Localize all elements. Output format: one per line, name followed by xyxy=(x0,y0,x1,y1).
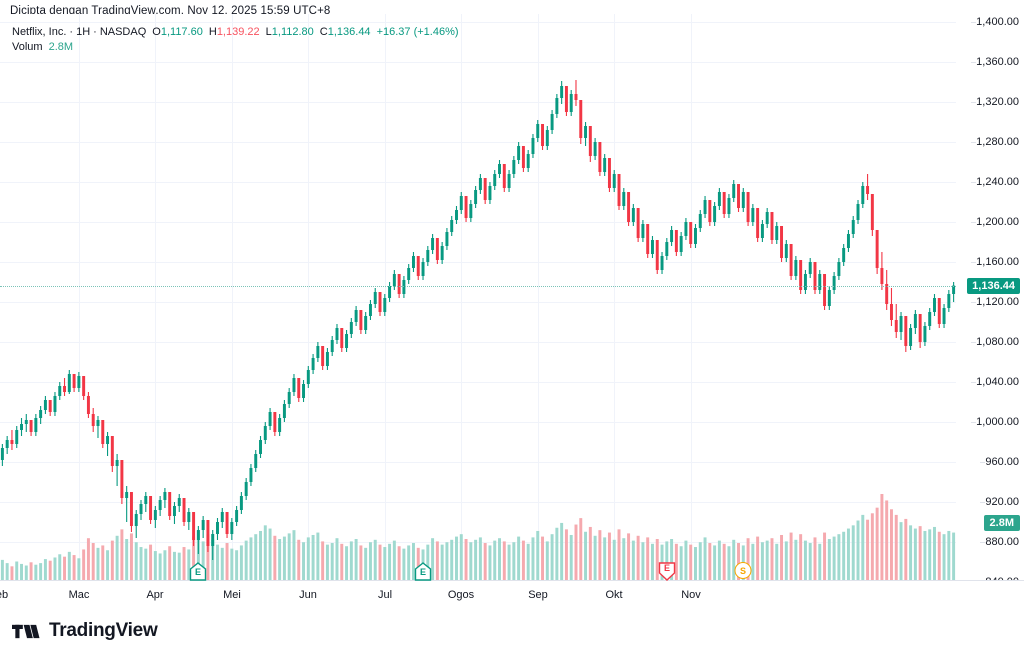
earnings-marker[interactable]: E xyxy=(414,562,432,586)
tradingview-wordmark: TradingView xyxy=(49,620,158,641)
tradingview-logo[interactable]: TradingView xyxy=(12,620,158,642)
price-axis-tick: 1,320.00 xyxy=(971,96,1019,108)
time-axis[interactable]: eb Mac Apr Mei Jun Jul Ogos Sep Okt Nov xyxy=(0,580,1024,610)
legend-separator-1: · xyxy=(69,26,74,38)
open-group: O1,117.60 xyxy=(152,26,203,39)
svg-text:E: E xyxy=(664,563,670,573)
low-group: L1,112.80 xyxy=(266,26,314,39)
earnings-marker[interactable]: E xyxy=(658,562,676,586)
grid-line-vertical xyxy=(614,14,615,580)
tradingview-mark-icon xyxy=(12,624,40,638)
grid-line-horizontal xyxy=(0,302,956,303)
time-axis-tick: Ogos xyxy=(447,589,475,601)
candlestick-series xyxy=(0,80,956,580)
current-price-line xyxy=(0,285,956,287)
svg-text:E: E xyxy=(420,567,426,577)
split-marker-icon[interactable]: S xyxy=(734,562,752,579)
grid-line-vertical xyxy=(232,14,233,580)
chart-plot-area[interactable] xyxy=(0,14,956,580)
price-axis-tick: 960.00 xyxy=(980,456,1019,468)
time-axis-tick: Apr xyxy=(146,589,164,601)
close-label: C xyxy=(319,26,328,38)
symbol-name[interactable]: Netflix, Inc. xyxy=(12,26,67,38)
split-marker[interactable]: S xyxy=(734,562,752,579)
price-axis-tick: 1,160.00 xyxy=(971,256,1019,268)
current-price-badge[interactable]: 1,136.44 xyxy=(967,277,1020,294)
open-value: 1,117.60 xyxy=(160,26,203,38)
time-axis-tick: eb xyxy=(0,589,9,601)
low-value: 1,112.80 xyxy=(271,26,314,38)
earnings-marker-icon[interactable]: E xyxy=(414,562,432,581)
price-axis-tick: 920.00 xyxy=(980,496,1019,508)
earnings-marker-icon[interactable]: E xyxy=(189,562,207,581)
time-axis-tick: Mac xyxy=(68,589,90,601)
grid-line-horizontal xyxy=(0,262,956,263)
grid-line-horizontal xyxy=(0,382,956,383)
grid-line-vertical xyxy=(79,14,80,580)
grid-line-horizontal xyxy=(0,222,956,223)
low-label: L xyxy=(265,26,272,38)
price-axis-tick: 1,040.00 xyxy=(971,376,1019,388)
legend-volume-row: Volum 2.8M xyxy=(12,41,459,54)
grid-line-horizontal xyxy=(0,22,956,23)
time-axis-tick: Sep xyxy=(528,589,548,601)
price-axis-tick: 1,200.00 xyxy=(971,216,1019,228)
time-axis-tick: Jul xyxy=(377,589,393,601)
grid-line-horizontal xyxy=(0,62,956,63)
open-label: O xyxy=(152,26,161,38)
price-axis-tick: 1,400.00 xyxy=(971,16,1019,28)
legend-symbol-row: Netflix, Inc. · 1H · NASDAQ O1,117.60 H1… xyxy=(12,26,459,39)
price-axis[interactable]: 1,400.00 1,360.00 1,320.00 1,280.00 1,240.00… xyxy=(956,14,1024,588)
interval-label[interactable]: 1H xyxy=(76,26,91,38)
volume-label[interactable]: Volum xyxy=(12,41,43,53)
grid-line-horizontal xyxy=(0,102,956,103)
grid-line-horizontal xyxy=(0,502,956,503)
grid-line-vertical xyxy=(385,14,386,580)
close-group: C1,136.44 xyxy=(320,26,371,39)
time-axis-tick: Jun xyxy=(299,589,317,601)
grid-line-vertical xyxy=(308,14,309,580)
close-value: 1,136.44 xyxy=(327,26,371,38)
high-label: H xyxy=(208,26,217,38)
price-axis-tick: 1,360.00 xyxy=(971,56,1019,68)
time-axis-tick: Mei xyxy=(223,589,241,601)
grid-line-horizontal xyxy=(0,462,956,463)
grid-line-vertical xyxy=(155,14,156,580)
price-axis-tick: 1,000.00 xyxy=(971,416,1019,428)
grid-line-horizontal xyxy=(0,182,956,183)
legend-separator-2: · xyxy=(93,26,97,38)
grid-line-horizontal xyxy=(0,142,956,143)
price-axis-tick: 880.00 xyxy=(980,536,1019,548)
grid-line-horizontal xyxy=(0,542,956,543)
grid-line-horizontal xyxy=(0,342,956,343)
time-axis-tick: Nov xyxy=(681,589,701,601)
price-axis-tick: 1,240.00 xyxy=(971,176,1019,188)
price-axis-tick: 1,120.00 xyxy=(971,296,1019,308)
grid-line-horizontal xyxy=(0,422,956,423)
svg-text:E: E xyxy=(195,567,201,577)
price-axis-tick: 1,280.00 xyxy=(971,136,1019,148)
exchange-label: NASDAQ xyxy=(99,26,147,38)
grid-line-vertical xyxy=(538,14,539,580)
grid-line-vertical xyxy=(461,14,462,580)
high-value: 1,139.22 xyxy=(216,26,260,38)
high-group: H1,139.22 xyxy=(209,26,260,39)
volume-badge[interactable]: 2.8M xyxy=(983,514,1020,531)
grid-line-vertical xyxy=(691,14,692,580)
chart-legend: Netflix, Inc. · 1H · NASDAQ O1,117.60 H1… xyxy=(12,26,459,54)
price-change: +16.37 (+1.46%) xyxy=(376,26,459,38)
earnings-marker-icon[interactable]: E xyxy=(658,562,676,581)
price-axis-tick: 1,080.00 xyxy=(971,336,1019,348)
time-axis-tick: Okt xyxy=(605,589,623,601)
volume-value: 2.8M xyxy=(48,41,74,53)
earnings-marker[interactable]: E xyxy=(189,562,207,586)
